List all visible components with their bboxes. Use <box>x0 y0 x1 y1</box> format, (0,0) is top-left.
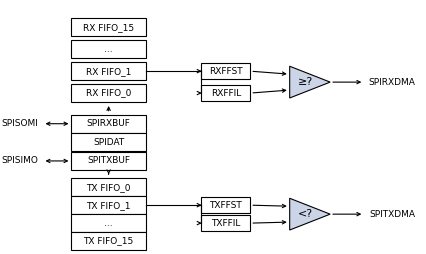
Text: SPISOMI: SPISOMI <box>1 119 38 128</box>
Text: ...: ... <box>104 219 113 228</box>
Bar <box>201 63 250 79</box>
Text: TXFFIL: TXFFIL <box>211 219 240 228</box>
Text: TX FIFO_1: TX FIFO_1 <box>86 201 131 210</box>
Bar <box>201 197 250 213</box>
Text: RXFFST: RXFFST <box>209 67 242 76</box>
Bar <box>72 152 146 170</box>
Text: TX FIFO_0: TX FIFO_0 <box>86 183 131 192</box>
Text: ...: ... <box>104 45 113 54</box>
Bar <box>201 215 250 231</box>
Bar <box>72 84 146 102</box>
Text: SPIDAT: SPIDAT <box>93 138 124 147</box>
Text: SPIRXDMA: SPIRXDMA <box>368 78 415 87</box>
Text: SPITXBUF: SPITXBUF <box>87 156 130 165</box>
Text: RXFFIL: RXFFIL <box>210 89 241 98</box>
Text: TX FIFO_15: TX FIFO_15 <box>83 236 134 246</box>
Text: RX FIFO_1: RX FIFO_1 <box>86 67 131 76</box>
Text: ≥?: ≥? <box>298 77 314 87</box>
Bar <box>72 115 146 133</box>
Text: SPISIMO: SPISIMO <box>1 156 38 165</box>
Bar <box>72 62 146 80</box>
Text: RX FIFO_0: RX FIFO_0 <box>86 89 131 98</box>
Text: <?: <? <box>298 209 314 219</box>
Text: RX FIFO_15: RX FIFO_15 <box>83 23 134 32</box>
Bar <box>72 196 146 214</box>
Polygon shape <box>290 198 330 230</box>
Text: SPIRXBUF: SPIRXBUF <box>87 119 130 128</box>
Text: SPITXDMA: SPITXDMA <box>369 210 415 219</box>
Text: TXFFST: TXFFST <box>210 201 242 210</box>
Bar <box>72 18 146 36</box>
Bar <box>72 214 146 232</box>
Bar <box>201 85 250 101</box>
Bar <box>72 133 146 151</box>
Bar <box>72 40 146 58</box>
Bar <box>72 178 146 196</box>
Polygon shape <box>290 66 330 98</box>
Bar <box>72 232 146 250</box>
